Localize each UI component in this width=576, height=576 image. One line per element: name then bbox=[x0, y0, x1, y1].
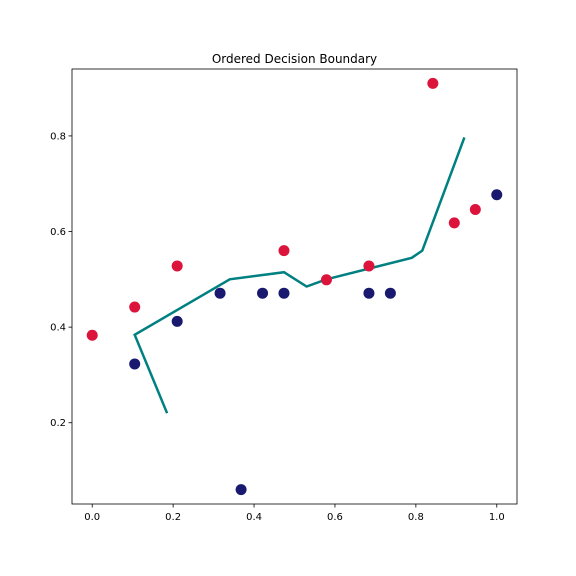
scatter-point bbox=[171, 315, 183, 327]
y-tick-label: 0.2 bbox=[50, 418, 66, 429]
x-tick-label: 1.0 bbox=[489, 512, 505, 523]
x-tick-label: 0.0 bbox=[84, 512, 100, 523]
scatter-point bbox=[491, 189, 503, 201]
x-tick-label: 0.2 bbox=[165, 512, 181, 523]
scatter-point bbox=[469, 204, 481, 216]
scatter-point bbox=[384, 287, 396, 299]
chart-title: Ordered Decision Boundary bbox=[212, 52, 377, 66]
scatter-point bbox=[257, 287, 269, 299]
scatter-point bbox=[363, 260, 375, 272]
y-axis: 0.2 0.4 0.6 0.8 bbox=[50, 131, 72, 429]
scatter-point bbox=[86, 329, 98, 341]
y-tick-label: 0.6 bbox=[50, 227, 66, 238]
x-tick-label: 0.8 bbox=[408, 512, 424, 523]
scatter-point bbox=[363, 287, 375, 299]
x-tick-label: 0.4 bbox=[246, 512, 262, 523]
scatter-point bbox=[129, 301, 141, 313]
scatter-point bbox=[278, 245, 290, 257]
plot-frame bbox=[71, 68, 518, 505]
x-axis: 0.0 0.2 0.4 0.6 0.8 1.0 bbox=[84, 504, 505, 523]
scatter-point bbox=[448, 217, 460, 229]
scatter-point bbox=[171, 260, 183, 272]
x-tick-label: 0.6 bbox=[327, 512, 343, 523]
scatter-point bbox=[427, 77, 439, 89]
plot-area bbox=[86, 77, 503, 496]
decision-boundary-line bbox=[133, 136, 466, 414]
scatter-point bbox=[320, 274, 332, 286]
y-tick-label: 0.4 bbox=[50, 323, 66, 334]
scatter-point bbox=[129, 358, 141, 370]
y-tick-label: 0.8 bbox=[50, 131, 66, 142]
scatter-point bbox=[235, 484, 247, 496]
scatter-point bbox=[278, 287, 290, 299]
scatter-point bbox=[214, 287, 226, 299]
